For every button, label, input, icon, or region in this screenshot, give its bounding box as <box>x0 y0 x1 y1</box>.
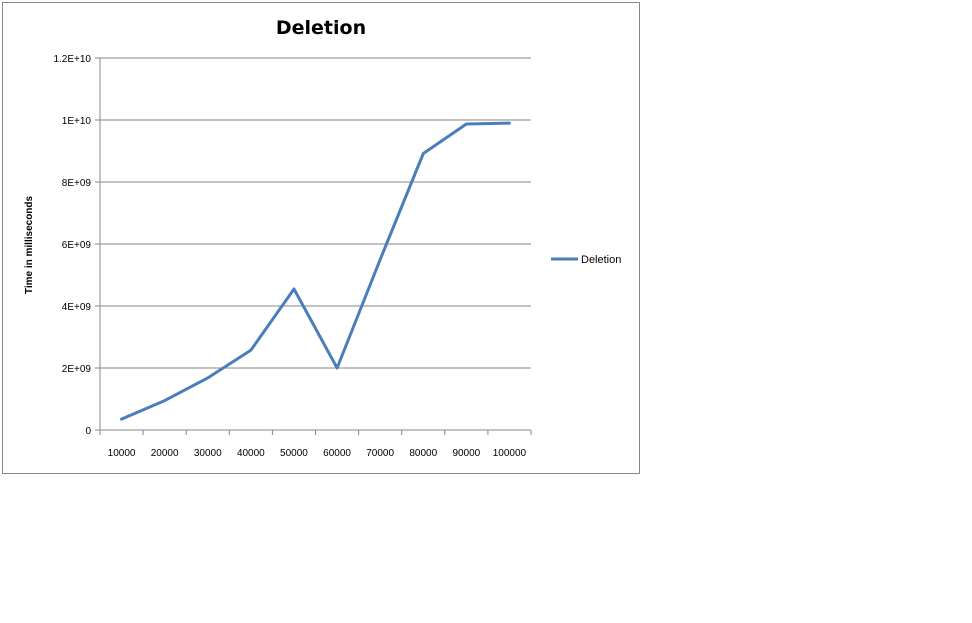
x-tick-label: 20000 <box>151 448 179 459</box>
data-point <box>379 258 381 261</box>
x-tick-label: 10000 <box>108 448 136 459</box>
x-tick-label: 60000 <box>323 448 351 459</box>
y-tick-label: 2E+09 <box>62 364 92 375</box>
y-tick-label: 1.2E+10 <box>53 54 91 65</box>
y-axis-title: Time in milliseconds <box>24 195 35 294</box>
data-point <box>120 418 123 420</box>
axes <box>99 58 532 435</box>
x-tick-label: 40000 <box>237 448 265 459</box>
x-tick-label: 90000 <box>452 448 480 459</box>
legend-label: Deletion <box>581 254 621 266</box>
x-tick-label: 50000 <box>280 448 308 459</box>
x-tick-label: 70000 <box>366 448 394 459</box>
y-tick-label: 4E+09 <box>62 302 92 313</box>
x-tick-label: 80000 <box>409 448 437 459</box>
chart-area <box>2 2 640 474</box>
y-tick-label: 0 <box>85 426 91 437</box>
data-point <box>422 152 425 155</box>
gridlines <box>95 57 531 431</box>
y-tick-label: 1E+10 <box>62 116 92 127</box>
legend: Deletion <box>551 254 621 266</box>
y-tick-label: 6E+09 <box>62 240 92 251</box>
data-point <box>163 399 166 402</box>
chart-title: Deletion <box>276 17 366 39</box>
data-point <box>508 122 511 124</box>
series-lines <box>120 121 511 421</box>
series-line-deletion <box>120 121 511 421</box>
data-point <box>336 367 338 369</box>
y-tick-label: 8E+09 <box>62 178 92 189</box>
x-tick-labels: 10000 20000 30000 40000 50000 60000 70000 80000… <box>108 448 527 459</box>
data-point <box>206 377 209 379</box>
data-point <box>293 288 295 290</box>
data-point <box>250 349 252 352</box>
data-point <box>465 123 468 125</box>
y-tick-labels: 0 2E+09 4E+09 6E+09 8E+09 1E+10 1.2E+10 <box>53 54 91 437</box>
x-tick-label: 30000 <box>194 448 222 459</box>
x-tick-label: 100000 <box>493 448 527 459</box>
